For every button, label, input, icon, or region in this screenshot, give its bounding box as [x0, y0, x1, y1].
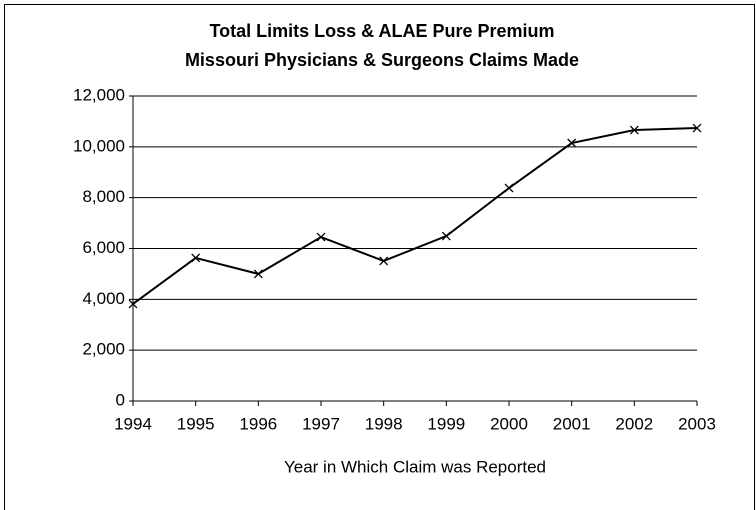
x-tick-label: 2003: [678, 414, 716, 433]
data-marker: [692, 123, 702, 133]
data-marker: [128, 299, 138, 309]
data-marker: [191, 253, 201, 263]
data-marker: [504, 183, 514, 193]
x-tick-label: 2000: [490, 414, 528, 433]
x-tick-label: 1999: [427, 414, 465, 433]
data-marker: [441, 231, 451, 241]
x-tick-label: 2001: [553, 414, 591, 433]
x-tick-label: 1997: [302, 414, 340, 433]
x-tick-label: 2002: [615, 414, 653, 433]
y-tick-label: 4,000: [82, 289, 125, 308]
data-marker: [253, 269, 263, 279]
data-line: [132, 127, 698, 305]
y-tick-label: 2,000: [82, 340, 125, 359]
data-marker: [379, 256, 389, 266]
chart-title: Total Limits Loss & ALAE Pure Premium: [209, 21, 554, 41]
x-tick-label: 1994: [114, 414, 152, 433]
y-tick-label: 0: [116, 390, 125, 409]
x-tick-label: 1998: [365, 414, 403, 433]
y-tick-label: 10,000: [73, 136, 125, 155]
y-tick-label: 6,000: [82, 238, 125, 257]
data-marker: [316, 232, 326, 242]
y-tick-label: 12,000: [73, 85, 125, 104]
data-marker: [629, 125, 639, 135]
x-tick-label: 1995: [177, 414, 215, 433]
x-axis-label: Year in Which Claim was Reported: [284, 457, 546, 476]
x-tick-label: 1996: [239, 414, 277, 433]
data-marker: [567, 138, 577, 148]
y-tick-label: 8,000: [82, 187, 125, 206]
chart-title: Missouri Physicians & Surgeons Claims Ma…: [185, 50, 579, 70]
